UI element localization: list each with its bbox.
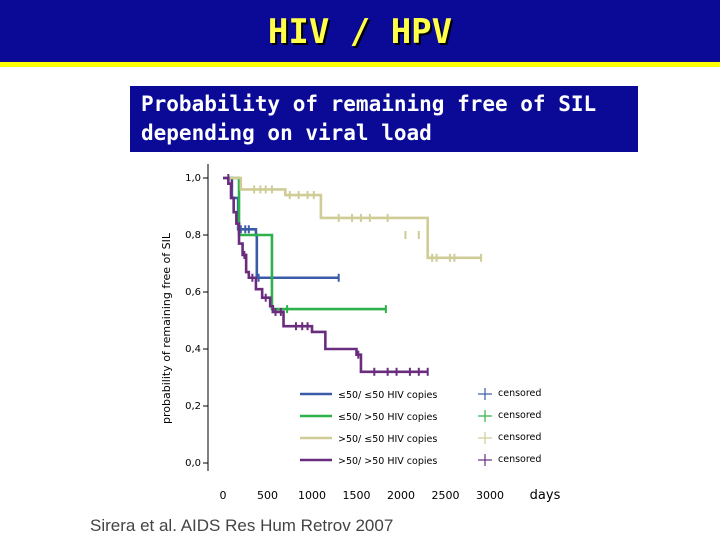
- legend-label: >50/ ≤50 HIV copies: [338, 434, 437, 445]
- subtitle-line-1: Probability of remaining free of SIL: [141, 92, 597, 116]
- title-underline: [0, 62, 720, 67]
- title-bar: [0, 0, 720, 62]
- legend-censored-label: censored: [498, 388, 541, 399]
- citation: Sirera et al. AIDS Res Hum Retrov 2007: [90, 516, 394, 535]
- y-tick-label: 0,0: [185, 458, 201, 469]
- legend-label: ≤50/ ≤50 HIV copies: [338, 390, 437, 401]
- x-tick-label: 2500: [432, 489, 460, 502]
- slide-title: HIV / HPV: [267, 12, 453, 52]
- legend-label: >50/ >50 HIV copies: [338, 456, 437, 467]
- series-group: [223, 174, 429, 376]
- legend-label: ≤50/ >50 HIV copies: [338, 412, 437, 423]
- y-tick-label: 0,4: [185, 344, 201, 355]
- x-tick-label: 0: [220, 489, 227, 502]
- legend-censored-label: censored: [498, 454, 541, 465]
- x-tick-label: 1500: [343, 489, 371, 502]
- y-tick-label: 0,8: [185, 230, 201, 241]
- series-group: [223, 176, 483, 262]
- x-tick-label: 1000: [298, 489, 326, 502]
- x-tick-label: 500: [257, 489, 278, 502]
- survival-curve: [223, 176, 386, 311]
- legend-censored-label: censored: [498, 410, 541, 421]
- y-tick-label: 1,0: [185, 173, 201, 184]
- legend-censored-label: censored: [498, 432, 541, 443]
- survival-curve: [223, 176, 428, 374]
- x-axis-unit: days: [530, 488, 561, 503]
- y-tick-label: 0,6: [185, 287, 201, 298]
- y-tick-label: 0,2: [185, 401, 201, 412]
- subtitle-line-2: depending on viral load: [141, 121, 432, 145]
- series-group: [223, 176, 340, 282]
- x-tick-label: 3000: [476, 489, 504, 502]
- x-tick-label: 2000: [387, 489, 415, 502]
- y-axis-title: probability of remaining free of SIL: [160, 232, 173, 424]
- series-group: [223, 176, 387, 314]
- subtitle-box: Probability of remaining free of SIL dep…: [130, 86, 638, 152]
- survival-curve: [223, 176, 482, 260]
